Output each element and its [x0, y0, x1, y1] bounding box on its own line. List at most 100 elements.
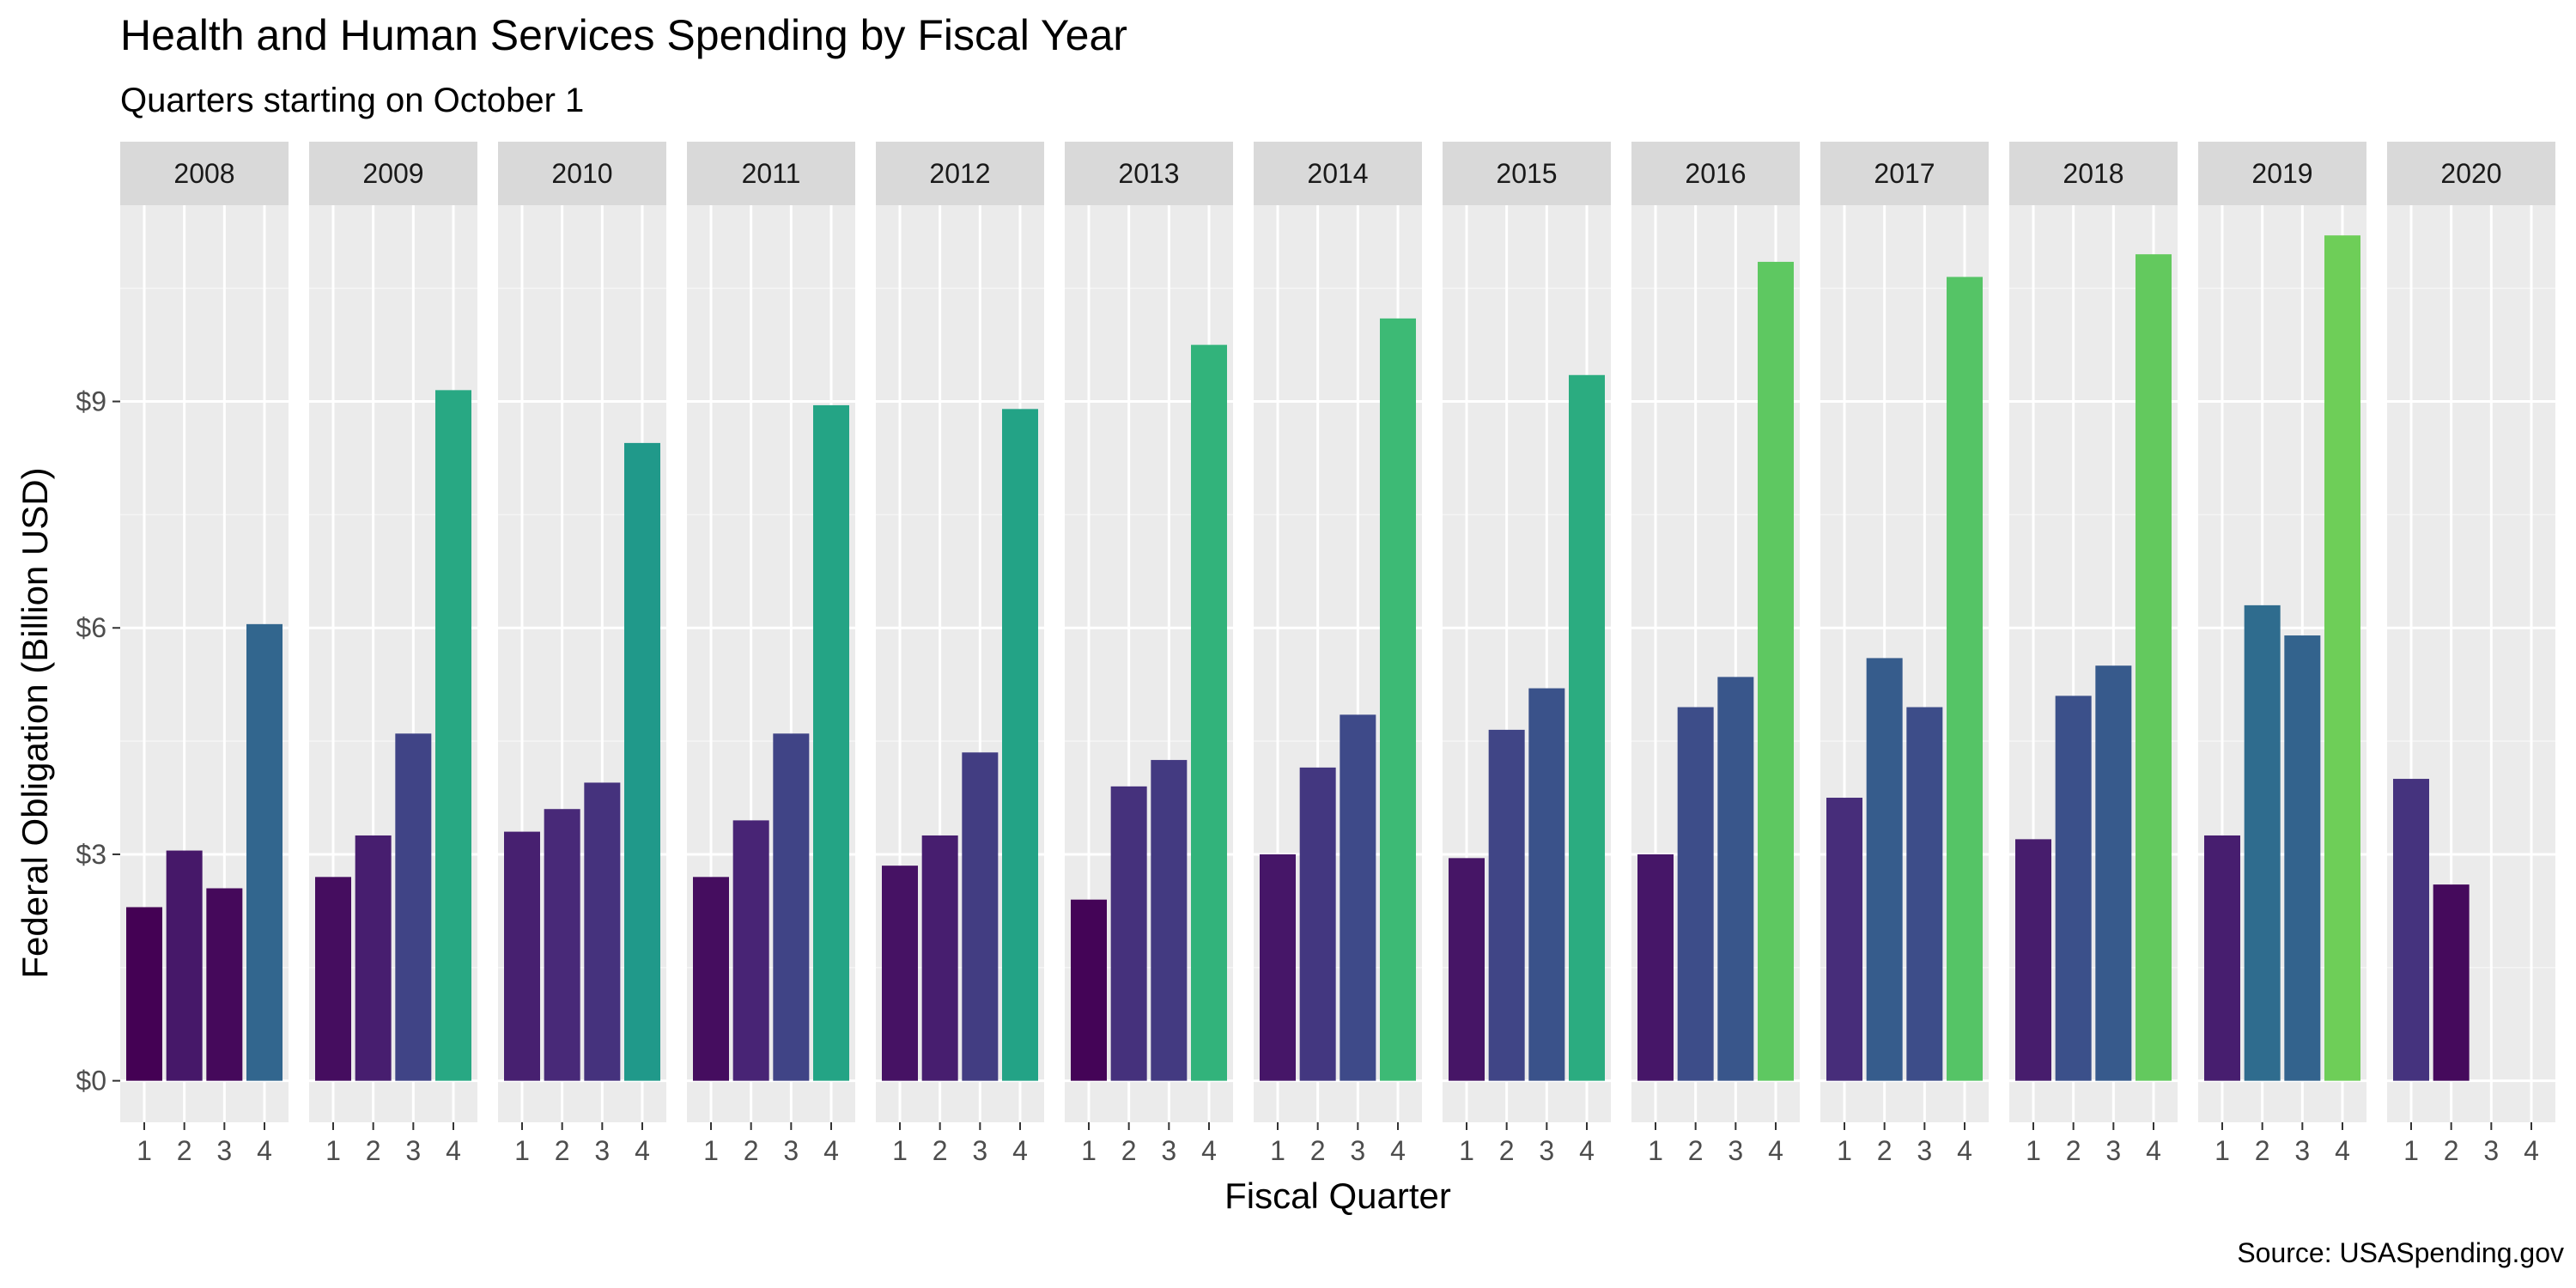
facet-panel-2019: 2019 1 2 3 4	[2198, 142, 2366, 1166]
facet-strip	[2387, 142, 2555, 205]
facet-strip	[1254, 142, 1422, 205]
facet-strip-label: 2016	[1685, 158, 1746, 189]
x-tick-label: 4	[1579, 1135, 1595, 1166]
bar-2018-q3	[2095, 665, 2132, 1081]
facet-strip-label: 2011	[742, 158, 801, 189]
bar-2010-q4	[624, 442, 660, 1081]
x-tick-label: 2	[744, 1135, 759, 1166]
x-tick-label: 2	[555, 1135, 570, 1166]
facet-strip-label: 2010	[551, 158, 612, 189]
bar-2019-q3	[2284, 635, 2321, 1081]
facet-panel-2008: 2008 1 2 3 4	[120, 142, 289, 1166]
bar-2014-q4	[1380, 318, 1416, 1081]
bar-2015-q4	[1569, 374, 1605, 1081]
facet-strip-label: 2015	[1496, 158, 1557, 189]
bar-2013-q4	[1191, 344, 1227, 1081]
bar-2011-q4	[813, 404, 849, 1081]
facet-strip	[1631, 142, 1800, 205]
x-tick-label: 4	[1390, 1135, 1406, 1166]
facet-strip-label: 2012	[929, 158, 990, 189]
bar-2018-q1	[2015, 839, 2051, 1081]
bar-2008-q1	[126, 907, 162, 1081]
x-axis-title: Fiscal Quarter	[1224, 1176, 1451, 1216]
facet-strip	[2009, 142, 2178, 205]
x-tick-label: 3	[405, 1135, 421, 1166]
bar-2017-q2	[1866, 658, 1903, 1081]
x-tick-label: 3	[594, 1135, 610, 1166]
bar-2011-q2	[732, 820, 769, 1081]
x-tick-label: 3	[1539, 1135, 1554, 1166]
facet-strip-label: 2017	[1874, 158, 1935, 189]
bar-2017-q3	[1906, 707, 1943, 1081]
facet-panel-2018: 2018 1 2 3 4	[2009, 142, 2178, 1166]
bar-2017-q1	[1826, 798, 1862, 1081]
x-tick-label: 1	[1837, 1135, 1852, 1166]
bar-2013-q1	[1071, 899, 1107, 1081]
bar-2020-q1	[2393, 779, 2429, 1081]
facet-strip	[687, 142, 855, 205]
bar-2016-q4	[1758, 261, 1794, 1081]
y-axis: $0 $3 $6 $9	[76, 386, 120, 1097]
bar-2012-q2	[921, 835, 958, 1081]
y-tick-label: $6	[76, 612, 106, 643]
x-tick-label: 4	[1012, 1135, 1028, 1166]
x-tick-label: 4	[635, 1135, 650, 1166]
x-tick-label: 1	[1459, 1135, 1474, 1166]
x-tick-label: 4	[1201, 1135, 1217, 1166]
facet-strip	[309, 142, 477, 205]
facet-strip-label: 2018	[2063, 158, 2123, 189]
facet-panel-2012: 2012 1 2 3 4	[876, 142, 1044, 1166]
facet-panel-2009: 2009 1 2 3 4	[309, 142, 477, 1166]
facet-panel-2013: 2013 1 2 3 4	[1065, 142, 1233, 1166]
facet-strip	[1065, 142, 1233, 205]
bar-2009-q2	[355, 835, 392, 1081]
x-tick-label: 3	[783, 1135, 799, 1166]
x-tick-label: 4	[823, 1135, 839, 1166]
bar-2015-q2	[1488, 729, 1525, 1081]
bar-2014-q3	[1340, 714, 1376, 1081]
facet-panel-2010: 2010 1 2 3 4	[498, 142, 666, 1166]
bar-2009-q1	[315, 877, 351, 1081]
x-tick-label: 2	[2066, 1135, 2081, 1166]
facet-strip	[2198, 142, 2366, 205]
x-tick-label: 2	[366, 1135, 381, 1166]
facet-strip-label: 2019	[2251, 158, 2312, 189]
bar-2015-q1	[1449, 858, 1485, 1081]
x-tick-label: 4	[1768, 1135, 1783, 1166]
x-tick-label: 3	[1917, 1135, 1932, 1166]
bar-2018-q2	[2055, 696, 2092, 1081]
bar-2012-q3	[962, 752, 999, 1081]
x-tick-label: 4	[446, 1135, 461, 1166]
x-tick-label: 1	[2215, 1135, 2230, 1166]
facet-panel-2016: 2016 1 2 3 4	[1631, 142, 1800, 1166]
x-tick-label: 1	[2403, 1135, 2419, 1166]
x-tick-label: 3	[2483, 1135, 2499, 1166]
bar-2016-q1	[1637, 854, 1674, 1081]
chart-subtitle: Quarters starting on October 1	[120, 82, 584, 119]
x-tick-label: 4	[1957, 1135, 1972, 1166]
x-tick-label: 3	[216, 1135, 232, 1166]
x-tick-label: 3	[1350, 1135, 1365, 1166]
x-tick-label: 4	[2524, 1135, 2539, 1166]
bar-2008-q2	[166, 850, 203, 1081]
x-tick-label: 2	[177, 1135, 192, 1166]
facet-panel-2020: 2020 1 2 3 4	[2387, 142, 2555, 1166]
y-tick-label: $0	[76, 1066, 106, 1097]
bar-2019-q1	[2204, 835, 2240, 1081]
facet-panel-2015: 2015 1 2 3 4	[1443, 142, 1611, 1166]
x-tick-label: 2	[1877, 1135, 1893, 1166]
chart-title: Health and Human Services Spending by Fi…	[120, 11, 1127, 59]
bar-2010-q3	[584, 782, 621, 1081]
facet-strip-label: 2009	[362, 158, 423, 189]
x-tick-label: 4	[2335, 1135, 2350, 1166]
x-tick-label: 1	[892, 1135, 908, 1166]
bar-2009-q3	[395, 733, 432, 1081]
bar-2011-q3	[773, 733, 810, 1081]
x-tick-label: 1	[1648, 1135, 1663, 1166]
x-tick-label: 3	[2105, 1135, 2121, 1166]
x-tick-label: 1	[1270, 1135, 1285, 1166]
y-axis-title: Federal Obligation (Billion USD)	[15, 467, 55, 978]
x-tick-label: 1	[1081, 1135, 1097, 1166]
bar-2015-q3	[1528, 688, 1565, 1081]
